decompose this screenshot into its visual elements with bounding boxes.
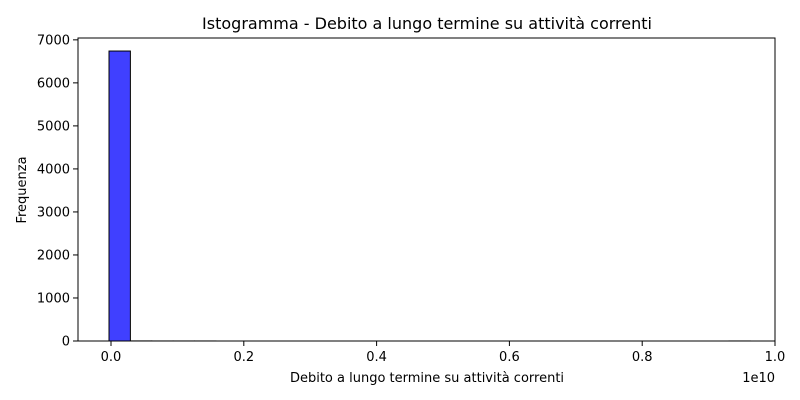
y-tick-label: 2000 — [37, 248, 70, 263]
y-tick-label: 0 — [62, 335, 70, 350]
y-axis-label: Frequenza — [15, 156, 30, 223]
x-tick-label: 0.0 — [101, 350, 122, 365]
chart-title: Istogramma - Debito a lungo termine su a… — [202, 14, 652, 33]
x-tick-label: 0.6 — [499, 350, 520, 365]
x-offset-text: 1e10 — [742, 371, 775, 386]
y-axis-ticks: 0 1000 2000 3000 4000 5000 6000 7000 — [37, 33, 78, 350]
y-tick-label: 3000 — [37, 205, 70, 220]
histogram-bars — [108, 50, 751, 342]
x-axis-ticks: 0.0 0.2 0.4 0.6 0.8 1.0 — [101, 341, 786, 365]
plot-frame — [77, 37, 776, 342]
y-tick-label: 6000 — [37, 76, 70, 91]
x-axis-label: Debito a lungo termine su attività corre… — [290, 371, 564, 386]
x-tick-label: 0.8 — [632, 350, 653, 365]
y-tick-label: 1000 — [37, 291, 70, 306]
x-tick-label: 0.2 — [233, 350, 254, 365]
y-tick-label: 4000 — [37, 162, 70, 177]
histogram-bar — [108, 50, 131, 342]
x-tick-label: 1.0 — [765, 350, 786, 365]
y-tick-label: 5000 — [37, 119, 70, 134]
x-tick-label: 0.4 — [366, 350, 387, 365]
y-tick-label: 7000 — [37, 33, 70, 48]
